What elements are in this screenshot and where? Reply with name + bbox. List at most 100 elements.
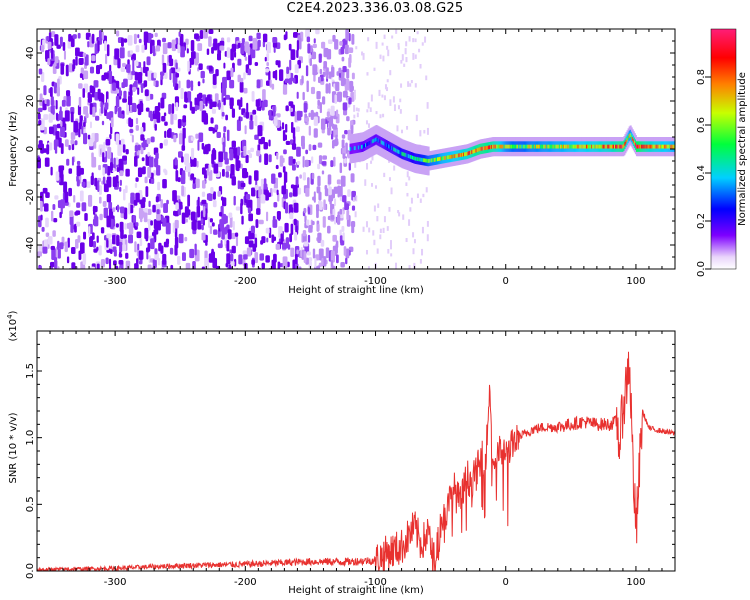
heat-cell: [123, 207, 128, 220]
heat-cell: [421, 248, 424, 256]
heat-cell: [414, 83, 417, 88]
heat-cell: [216, 131, 221, 138]
heat-cell: [157, 257, 161, 266]
heat-cell: [342, 90, 348, 98]
heat-cell: [293, 218, 297, 226]
heat-cell: [266, 237, 269, 243]
trace-core: [386, 143, 389, 148]
heat-cell: [58, 165, 64, 177]
heat-cell: [93, 80, 99, 88]
heat-cell: [172, 76, 176, 87]
trace-core: [644, 144, 647, 149]
heat-cell: [230, 163, 235, 176]
heat-cell: [166, 129, 172, 138]
spectrogram-cells: [37, 29, 429, 269]
heat-cell: [254, 237, 258, 248]
heat-cell: [169, 247, 174, 255]
trace-core: [519, 144, 522, 149]
heat-cell: [57, 240, 60, 251]
heat-cell: [149, 42, 153, 55]
heat-cell: [212, 73, 217, 86]
heat-cell: [88, 137, 94, 147]
heat-cell: [118, 253, 123, 258]
heat-cell: [211, 222, 215, 227]
heat-cell: [184, 206, 189, 218]
heat-cell: [125, 260, 131, 269]
heat-cell: [132, 86, 137, 92]
heat-cell: [240, 182, 246, 188]
heat-cell: [250, 147, 254, 153]
heat-cell: [180, 46, 185, 58]
trace-core: [483, 146, 486, 151]
heat-cell: [312, 248, 316, 259]
heat-cell: [231, 140, 236, 148]
heat-cell: [277, 60, 281, 68]
heat-cell: [294, 64, 299, 74]
heat-cell: [219, 211, 223, 217]
heat-cell: [243, 87, 248, 94]
trace-core: [353, 146, 356, 151]
x-tick-label: -300: [104, 577, 127, 588]
heat-cell: [129, 129, 134, 134]
heat-cell: [286, 66, 290, 74]
trace-core: [396, 149, 399, 153]
heat-cell: [284, 222, 289, 233]
heat-cell: [89, 85, 93, 94]
heat-cell: [70, 132, 76, 140]
heat-cell: [61, 99, 66, 107]
heat-cell: [239, 81, 244, 93]
trace-core: [363, 144, 366, 149]
heat-cell: [156, 214, 161, 221]
heat-cell: [212, 84, 217, 89]
heat-cell: [325, 83, 329, 94]
heat-cell: [115, 133, 120, 145]
trace-core: [501, 144, 504, 149]
heat-cell: [208, 65, 213, 72]
trace-core: [489, 145, 492, 150]
trace-core: [405, 153, 408, 158]
heat-cell: [355, 195, 358, 202]
trace-core: [423, 158, 426, 163]
colorbar-tick-label: 0.4: [696, 165, 707, 181]
heat-cell: [77, 32, 81, 39]
heat-cell: [50, 245, 56, 250]
trace-core: [469, 150, 472, 155]
trace-core: [543, 144, 546, 149]
heat-cell: [333, 124, 338, 130]
trace-core: [394, 147, 397, 152]
heat-cell: [117, 144, 122, 157]
heat-cell: [386, 87, 389, 92]
heat-cell: [93, 216, 99, 227]
heat-cell: [91, 33, 95, 44]
spectrogram-ylabel: Frequency (Hz): [8, 111, 19, 187]
heat-cell: [109, 162, 113, 171]
colorbar-tick-label: 0.2: [696, 213, 707, 229]
trace-core: [503, 144, 506, 149]
heat-cell: [59, 211, 62, 219]
trace-core: [571, 144, 574, 149]
trace-core: [453, 154, 456, 159]
trace-core: [565, 144, 568, 149]
heat-cell: [347, 151, 350, 159]
heat-cell: [316, 186, 321, 194]
heat-cell: [185, 262, 191, 269]
heat-cell: [317, 99, 321, 106]
heat-cell: [399, 109, 402, 114]
heat-cell: [143, 80, 148, 87]
heat-cell: [409, 207, 412, 212]
trace-core: [580, 144, 583, 149]
heat-cell: [221, 197, 227, 207]
trace-core: [653, 144, 656, 149]
heat-cell: [95, 64, 101, 75]
heat-cell: [311, 51, 317, 60]
trace-core: [470, 150, 473, 155]
heat-cell: [314, 257, 317, 268]
heat-cell: [49, 86, 53, 98]
heat-cell: [134, 145, 138, 152]
heat-cell: [243, 254, 248, 260]
trace-core: [641, 144, 644, 149]
heat-cell: [386, 226, 389, 231]
trace-core: [564, 144, 567, 149]
heat-cell: [52, 204, 56, 211]
